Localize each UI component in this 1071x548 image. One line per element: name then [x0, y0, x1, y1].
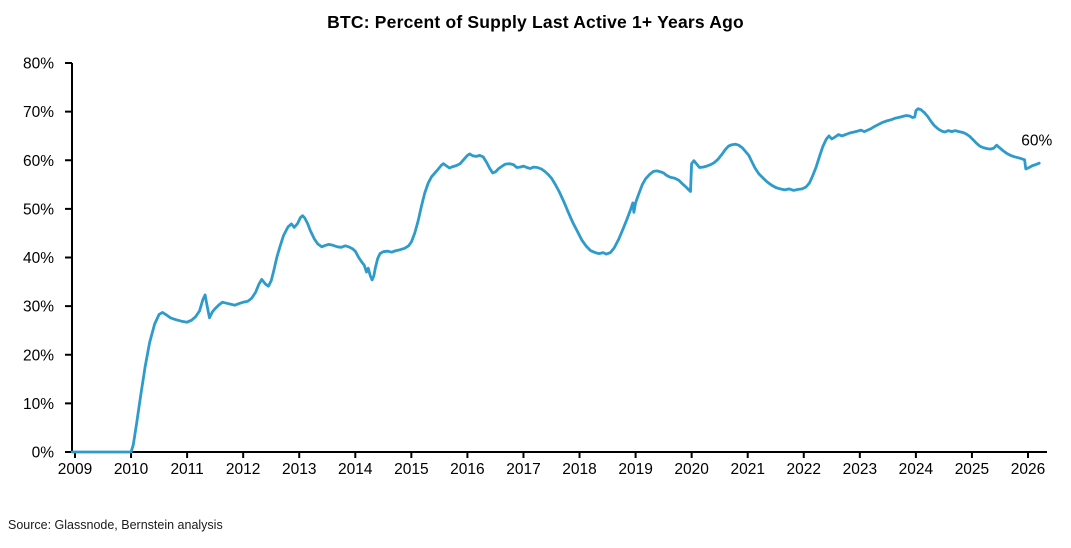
x-axis-tick-label: 2009	[58, 461, 92, 478]
axis-lines	[71, 63, 1047, 453]
y-axis-tick-label: 20%	[23, 347, 54, 364]
x-axis-tick-label: 2010	[114, 461, 149, 478]
x-axis-tick-label: 2014	[338, 461, 373, 478]
y-axis-tick-label: 50%	[23, 201, 54, 218]
y-axis-tick-label: 30%	[23, 299, 54, 316]
x-axis-tick-label: 2011	[170, 461, 203, 478]
y-axis-tick-label: 0%	[32, 445, 55, 462]
source-note: Source: Glassnode, Bernstein analysis	[8, 518, 223, 532]
x-axis-tick-label: 2021	[730, 461, 764, 478]
x-axis-tick-label: 2012	[226, 461, 260, 478]
end-value-label: 60%	[1021, 133, 1052, 150]
x-axis-tick-label: 2013	[282, 461, 316, 478]
y-axis-tick-label: 40%	[23, 250, 54, 267]
y-axis-tick-label: 80%	[23, 56, 54, 73]
y-axis-tick-label: 60%	[23, 153, 54, 170]
y-axis-tick-label: 70%	[23, 104, 54, 121]
x-axis-tick-label: 2022	[787, 461, 821, 478]
x-axis-tick-label: 2023	[843, 461, 877, 478]
x-axis-tick-label: 2017	[506, 461, 540, 478]
chart-title: BTC: Percent of Supply Last Active 1+ Ye…	[327, 12, 744, 32]
x-axis-tick-label: 2024	[899, 461, 934, 478]
x-axis-tick-label: 2018	[562, 461, 596, 478]
x-axis-tick-label: 2026	[1011, 461, 1045, 478]
x-axis-tick-label: 2016	[450, 461, 484, 478]
x-axis-tick-label: 2015	[394, 461, 428, 478]
x-axis-tick-label: 2020	[674, 461, 709, 478]
y-axis-tick-label: 10%	[23, 396, 54, 413]
x-axis-tick-label: 2025	[955, 461, 989, 478]
data-line-series	[70, 107, 1041, 454]
x-axis-tick-label: 2019	[618, 461, 652, 478]
